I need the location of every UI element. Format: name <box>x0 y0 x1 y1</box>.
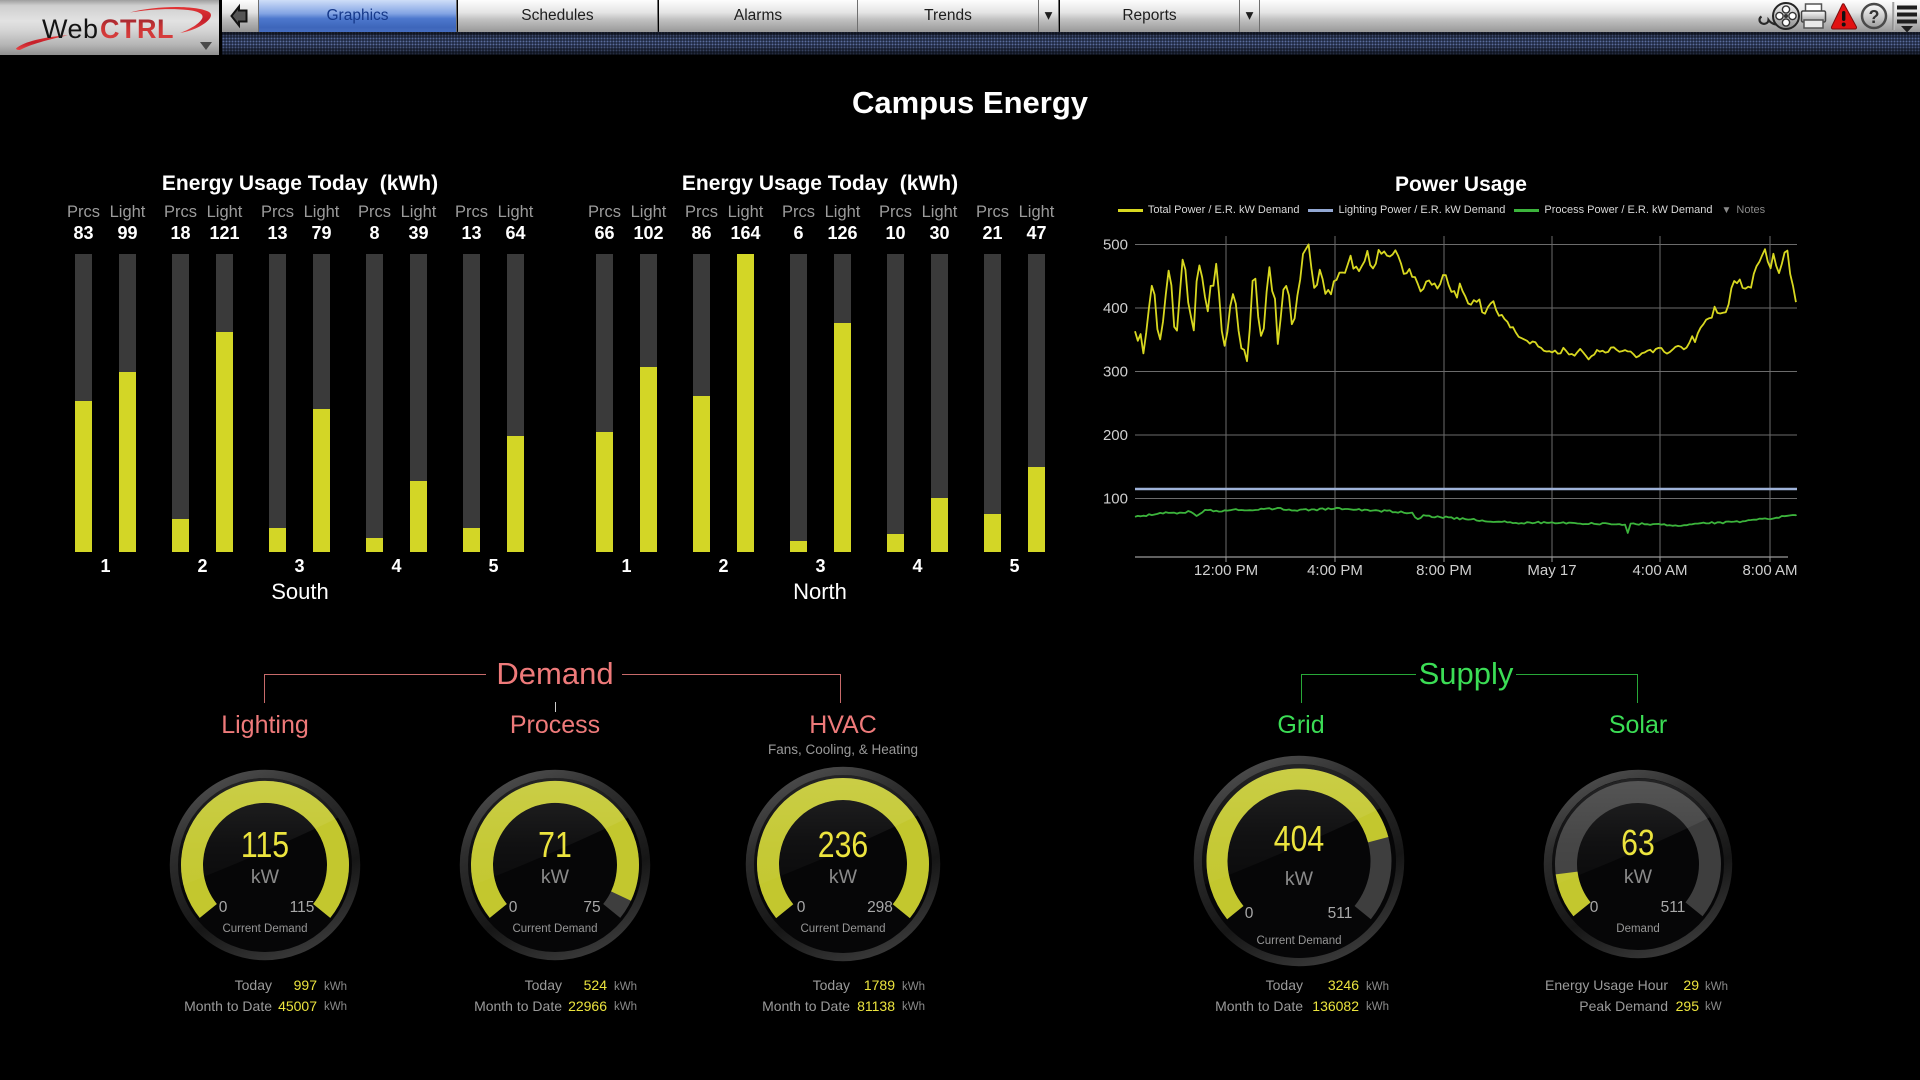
svg-text:12:00 PM: 12:00 PM <box>1194 562 1258 579</box>
svg-text:200: 200 <box>1103 427 1128 444</box>
svg-text:CTRL: CTRL <box>100 14 174 44</box>
svg-text:400: 400 <box>1103 300 1128 317</box>
svg-text:4:00 AM: 4:00 AM <box>1632 562 1687 579</box>
svg-text:8:00 PM: 8:00 PM <box>1416 562 1472 579</box>
svg-text:?: ? <box>1869 7 1880 27</box>
svg-text:4:00 PM: 4:00 PM <box>1307 562 1363 579</box>
svg-text:8:00 AM: 8:00 AM <box>1742 562 1797 579</box>
svg-text:May 17: May 17 <box>1527 562 1576 579</box>
svg-text:500: 500 <box>1103 237 1128 254</box>
svg-text:300: 300 <box>1103 364 1128 381</box>
svg-text:Web: Web <box>42 14 99 44</box>
svg-text:100: 100 <box>1103 491 1128 508</box>
